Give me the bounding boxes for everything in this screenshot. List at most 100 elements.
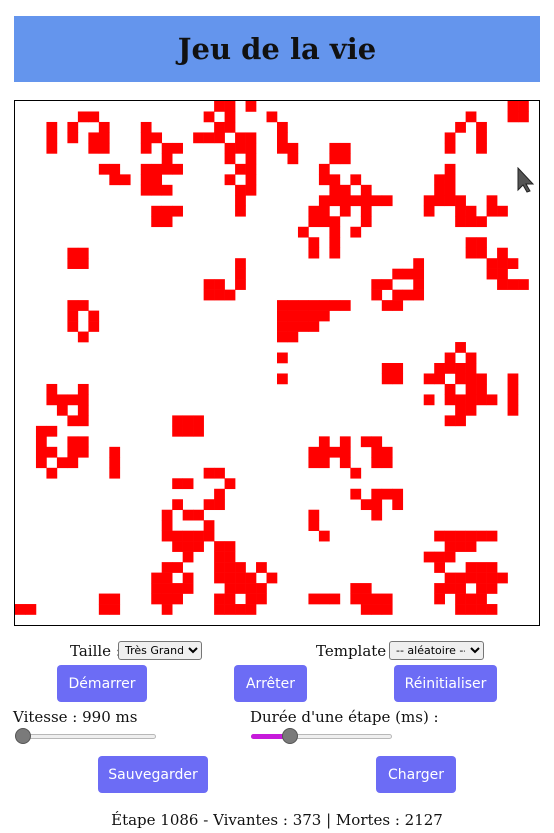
alive-cell[interactable] [350,467,362,479]
alive-cell[interactable] [507,258,519,269]
alive-cell[interactable] [455,541,466,552]
load-button[interactable]: Charger [376,756,456,793]
alive-cell[interactable] [476,132,487,144]
alive-cell[interactable] [413,279,425,290]
alive-cell[interactable] [98,132,110,144]
alive-cell[interactable] [476,394,487,406]
alive-cell[interactable] [224,572,236,584]
alive-cell[interactable] [224,153,236,165]
duree-thumb[interactable] [282,728,299,744]
alive-cell[interactable] [161,153,173,165]
alive-cell[interactable] [245,572,257,584]
alive-cell[interactable] [455,404,466,416]
alive-cell[interactable] [214,132,225,144]
alive-cell[interactable] [224,111,236,123]
alive-cell[interactable] [465,216,477,228]
alive-cell[interactable] [161,530,173,542]
alive-cell[interactable] [381,488,393,500]
alive-cell[interactable] [224,174,236,186]
alive-cell[interactable] [214,541,225,552]
alive-cell[interactable] [497,205,508,217]
alive-cell[interactable] [98,163,110,175]
alive-cell[interactable] [339,153,351,165]
alive-cell[interactable] [67,132,79,144]
alive-cell[interactable] [318,457,330,469]
alive-cell[interactable] [371,279,383,290]
alive-cell[interactable] [329,237,341,249]
alive-cell[interactable] [308,300,320,311]
alive-cell[interactable] [172,205,183,217]
alive-cell[interactable] [318,310,330,322]
alive-cell[interactable] [297,310,309,322]
alive-cell[interactable] [214,121,225,133]
alive-cell[interactable] [235,604,246,615]
alive-cell[interactable] [172,425,183,437]
alive-cell[interactable] [182,415,194,427]
alive-cell[interactable] [151,593,163,605]
alive-cell[interactable] [67,446,79,458]
alive-cell[interactable] [172,562,183,573]
alive-cell[interactable] [172,541,183,552]
alive-cell[interactable] [329,195,341,207]
alive-cell[interactable] [235,572,246,584]
alive-cell[interactable] [434,530,445,542]
alive-cell[interactable] [455,415,466,427]
alive-cell[interactable] [224,541,236,552]
alive-cell[interactable] [140,132,152,144]
alive-cell[interactable] [140,142,152,154]
alive-cell[interactable] [277,321,288,332]
alive-cell[interactable] [193,132,204,144]
alive-cell[interactable] [193,425,204,437]
alive-cell[interactable] [46,467,58,479]
alive-cell[interactable] [329,153,341,165]
alive-cell[interactable] [371,195,383,207]
game-grid[interactable] [15,101,539,625]
alive-cell[interactable] [455,604,466,615]
alive-cell[interactable] [161,583,173,594]
alive-cell[interactable] [67,436,79,448]
alive-cell[interactable] [371,446,383,458]
alive-cell[interactable] [235,205,246,217]
alive-cell[interactable] [360,583,372,594]
reset-button[interactable]: Réinitialiser [394,665,497,702]
alive-cell[interactable] [161,163,173,175]
alive-cell[interactable] [77,383,89,395]
alive-cell[interactable] [308,321,320,332]
alive-cell[interactable] [507,383,519,395]
alive-cell[interactable] [67,415,79,427]
alive-cell[interactable] [151,163,163,175]
vitesse-slider[interactable] [15,727,156,747]
alive-cell[interactable] [119,174,131,186]
alive-cell[interactable] [360,195,372,207]
alive-cell[interactable] [140,121,152,133]
alive-cell[interactable] [172,583,183,594]
alive-cell[interactable] [381,604,393,615]
alive-cell[interactable] [151,216,163,228]
alive-cell[interactable] [318,446,330,458]
alive-cell[interactable] [434,562,445,573]
alive-cell[interactable] [318,174,330,186]
alive-cell[interactable] [214,572,225,584]
alive-cell[interactable] [297,300,309,311]
alive-cell[interactable] [287,321,299,332]
alive-cell[interactable] [46,142,58,154]
alive-cell[interactable] [381,363,393,374]
alive-cell[interactable] [256,562,267,573]
alive-cell[interactable] [224,551,236,563]
alive-cell[interactable] [77,300,89,311]
alive-cell[interactable] [172,499,183,511]
alive-cell[interactable] [182,541,194,552]
alive-cell[interactable] [182,530,194,542]
alive-cell[interactable] [203,289,215,301]
stop-button[interactable]: Arrêter [234,665,307,702]
alive-cell[interactable] [214,279,225,290]
alive-cell[interactable] [318,436,330,448]
alive-cell[interactable] [214,488,225,500]
alive-cell[interactable] [486,562,498,573]
alive-cell[interactable] [203,467,215,479]
alive-cell[interactable] [151,184,163,196]
alive-cell[interactable] [67,457,79,469]
alive-cell[interactable] [465,394,477,406]
alive-cell[interactable] [308,520,320,531]
alive-cell[interactable] [476,216,487,228]
